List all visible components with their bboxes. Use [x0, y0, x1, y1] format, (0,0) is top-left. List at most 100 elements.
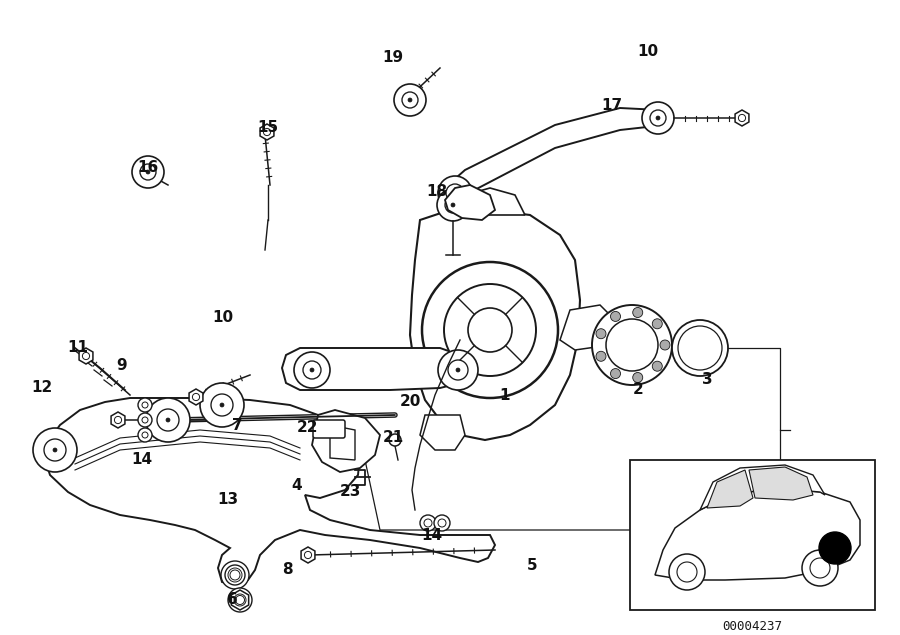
- Circle shape: [592, 305, 672, 385]
- Circle shape: [656, 116, 660, 120]
- Polygon shape: [282, 348, 465, 390]
- Circle shape: [434, 515, 450, 531]
- Circle shape: [264, 128, 271, 136]
- Text: 6: 6: [227, 592, 238, 608]
- Text: 5: 5: [526, 558, 537, 573]
- Circle shape: [438, 176, 472, 210]
- Circle shape: [677, 562, 697, 582]
- Circle shape: [453, 191, 457, 195]
- Circle shape: [810, 558, 830, 578]
- Circle shape: [456, 368, 460, 372]
- Circle shape: [660, 340, 670, 350]
- Text: 3: 3: [702, 373, 712, 387]
- Polygon shape: [189, 389, 202, 405]
- Circle shape: [669, 554, 705, 590]
- Polygon shape: [79, 348, 93, 364]
- Circle shape: [211, 394, 233, 416]
- FancyBboxPatch shape: [313, 420, 345, 438]
- Circle shape: [445, 197, 461, 213]
- Circle shape: [444, 284, 536, 376]
- Circle shape: [220, 403, 224, 407]
- Circle shape: [819, 532, 851, 564]
- Circle shape: [652, 361, 662, 371]
- Polygon shape: [655, 488, 860, 580]
- Circle shape: [53, 448, 57, 452]
- Circle shape: [114, 417, 122, 424]
- Text: 21: 21: [382, 431, 403, 446]
- Circle shape: [420, 515, 436, 531]
- Polygon shape: [312, 410, 380, 472]
- Circle shape: [228, 588, 252, 612]
- Polygon shape: [448, 108, 665, 205]
- Circle shape: [304, 551, 311, 559]
- Circle shape: [802, 550, 838, 586]
- Polygon shape: [302, 547, 315, 563]
- Circle shape: [142, 402, 148, 408]
- Circle shape: [652, 319, 662, 329]
- Circle shape: [610, 368, 620, 378]
- Circle shape: [142, 417, 148, 423]
- Text: 2: 2: [633, 382, 643, 398]
- Circle shape: [438, 350, 478, 390]
- Circle shape: [228, 568, 242, 582]
- Polygon shape: [560, 305, 615, 350]
- Polygon shape: [455, 188, 525, 215]
- Circle shape: [448, 360, 468, 380]
- Text: 00004237: 00004237: [723, 620, 782, 632]
- Circle shape: [200, 383, 244, 427]
- Text: 4: 4: [292, 478, 302, 493]
- Circle shape: [596, 329, 606, 338]
- Circle shape: [303, 361, 321, 379]
- Text: 17: 17: [601, 98, 623, 114]
- Text: 9: 9: [117, 358, 127, 373]
- Circle shape: [146, 398, 190, 442]
- Polygon shape: [330, 425, 355, 460]
- Circle shape: [468, 308, 512, 352]
- Text: 12: 12: [32, 380, 52, 396]
- Polygon shape: [260, 124, 274, 140]
- Circle shape: [221, 561, 249, 589]
- Circle shape: [33, 428, 77, 472]
- Circle shape: [402, 92, 418, 108]
- Polygon shape: [231, 590, 248, 610]
- Circle shape: [193, 394, 200, 401]
- Polygon shape: [410, 210, 580, 440]
- Circle shape: [157, 409, 179, 431]
- Polygon shape: [111, 412, 125, 428]
- Text: 19: 19: [382, 51, 403, 65]
- Text: 23: 23: [339, 485, 361, 500]
- Circle shape: [310, 368, 314, 372]
- Circle shape: [422, 262, 558, 398]
- Circle shape: [633, 373, 643, 382]
- Bar: [630, 460, 875, 610]
- Polygon shape: [749, 467, 813, 500]
- Text: 14: 14: [131, 453, 153, 467]
- Circle shape: [596, 351, 606, 361]
- Polygon shape: [700, 465, 825, 510]
- Text: 20: 20: [400, 394, 420, 410]
- Circle shape: [446, 184, 464, 202]
- Circle shape: [633, 307, 643, 318]
- Circle shape: [451, 203, 455, 207]
- Text: 14: 14: [421, 528, 443, 542]
- Circle shape: [606, 319, 658, 371]
- Circle shape: [738, 114, 745, 121]
- Circle shape: [650, 110, 666, 126]
- Text: 7: 7: [231, 417, 242, 432]
- Text: 8: 8: [282, 563, 292, 577]
- Polygon shape: [735, 110, 749, 126]
- Circle shape: [166, 418, 170, 422]
- Circle shape: [394, 84, 426, 116]
- Circle shape: [438, 519, 446, 527]
- Circle shape: [138, 413, 152, 427]
- Circle shape: [142, 432, 148, 438]
- Circle shape: [138, 398, 152, 412]
- Text: 22: 22: [297, 420, 319, 436]
- Circle shape: [225, 565, 245, 585]
- Text: 15: 15: [257, 121, 279, 135]
- Text: 18: 18: [427, 185, 447, 199]
- Circle shape: [234, 594, 246, 606]
- Circle shape: [138, 428, 152, 442]
- Circle shape: [294, 352, 330, 388]
- Circle shape: [672, 320, 728, 376]
